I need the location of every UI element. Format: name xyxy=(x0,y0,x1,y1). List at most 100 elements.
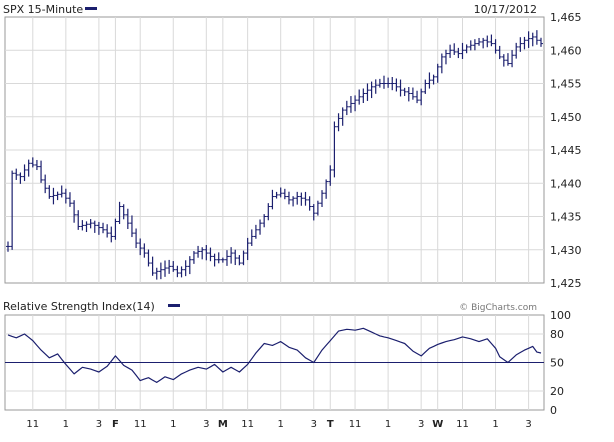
rsi-y-tick-label: 0 xyxy=(550,404,557,417)
price-bar xyxy=(460,42,465,59)
price-y-tick-label: 1,440 xyxy=(550,177,582,190)
price-bar xyxy=(196,245,201,258)
price-y-axis: 1,425 1,430 1,435 1,440 1,445 1,450 1,455 1,460… xyxy=(550,11,582,290)
x-axis-hour-label: 11 xyxy=(26,419,39,430)
price-bar xyxy=(6,241,10,252)
price-bar xyxy=(505,53,510,66)
price-bar xyxy=(381,75,386,89)
price-bar xyxy=(336,113,341,132)
price-bar xyxy=(315,200,320,216)
x-axis-hour-label: 1 xyxy=(385,419,391,430)
price-bar xyxy=(295,191,300,205)
chart-date: 10/17/2012 xyxy=(474,3,537,16)
price-bar xyxy=(10,170,15,250)
price-bar xyxy=(489,34,494,47)
price-bar xyxy=(452,43,457,55)
price-bar xyxy=(357,89,362,105)
price-bar xyxy=(456,47,461,59)
x-axis-day-label: T xyxy=(327,419,334,430)
price-bar xyxy=(303,191,308,206)
price-bar xyxy=(353,95,358,112)
price-bar xyxy=(402,87,407,97)
x-axis-hour-label: 11 xyxy=(134,419,147,430)
price-bar xyxy=(423,79,428,94)
x-axis-hour-label: 3 xyxy=(418,419,424,430)
price-bar xyxy=(518,37,523,52)
price-y-tick-label: 1,430 xyxy=(550,244,582,257)
price-bar xyxy=(419,88,424,106)
price-bar xyxy=(435,63,440,83)
price-bar xyxy=(311,204,316,221)
price-bar xyxy=(59,185,64,198)
price-bar xyxy=(534,30,539,45)
price-bar xyxy=(55,191,60,201)
price-bar xyxy=(373,79,378,94)
x-axis-day-label: W xyxy=(432,419,443,430)
price-bar xyxy=(497,45,502,60)
x-axis-hour-label: 1 xyxy=(278,419,284,430)
price-bar xyxy=(522,36,527,50)
price-bar xyxy=(406,87,411,102)
price-bar xyxy=(18,172,23,184)
price-bar xyxy=(493,39,498,54)
price-bar xyxy=(229,247,234,264)
price-panel: 1,425 1,430 1,435 1,440 1,445 1,450 1,455 1,460… xyxy=(3,3,582,290)
price-bar xyxy=(481,37,486,49)
price-bar xyxy=(233,249,238,266)
price-bar xyxy=(113,218,118,240)
price-bar xyxy=(92,220,97,233)
price-bar xyxy=(171,261,176,272)
price-bar xyxy=(468,40,473,51)
price-bar xyxy=(241,250,246,266)
price-bar xyxy=(340,107,345,126)
price-bar xyxy=(307,196,312,211)
price-bar xyxy=(530,32,535,47)
price-bar xyxy=(129,215,134,238)
price-bar xyxy=(328,165,333,186)
price-bar xyxy=(249,229,254,246)
rsi-panel: 0 20 50 80 100 Relative Strength Index(14) ©… xyxy=(3,300,571,417)
price-bar xyxy=(332,121,337,178)
price-bar xyxy=(167,259,172,274)
price-bar xyxy=(539,37,543,47)
price-bar xyxy=(101,222,106,234)
price-bar xyxy=(142,243,147,258)
rsi-y-tick-label: 50 xyxy=(550,357,564,370)
price-bar xyxy=(514,42,519,59)
price-bar xyxy=(282,188,287,200)
price-bar xyxy=(299,192,304,206)
price-bar xyxy=(448,44,453,58)
price-bar xyxy=(22,164,27,182)
price-bar xyxy=(117,201,122,225)
price-bar xyxy=(146,249,151,267)
price-bar xyxy=(158,262,163,280)
price-bar xyxy=(212,253,217,267)
price-bar xyxy=(398,79,403,97)
price-bar xyxy=(34,159,39,171)
price-bar xyxy=(464,44,469,54)
x-axis-hour-label: 3 xyxy=(203,419,209,430)
price-bar xyxy=(361,88,366,104)
rsi-title-text: Relative Strength Index xyxy=(3,300,133,313)
x-axis-hour-label: 11 xyxy=(349,419,362,430)
x-axis-hour-label: 11 xyxy=(456,419,469,430)
price-bar xyxy=(501,54,506,67)
price-bar xyxy=(526,31,531,48)
price-bar xyxy=(51,187,56,205)
price-bar xyxy=(175,265,180,278)
price-bar xyxy=(348,96,353,113)
price-bar xyxy=(150,256,155,276)
price-bar xyxy=(216,252,221,264)
price-bar xyxy=(510,50,515,68)
time-axis: 11 1 3 F 11 1 3 M 11 1 3 T 11 1 3 W 11 1 3 xyxy=(26,419,531,430)
price-bar xyxy=(84,221,89,232)
price-bars xyxy=(6,30,543,280)
price-y-tick-label: 1,445 xyxy=(550,144,582,157)
x-axis-hour-label: 3 xyxy=(311,419,317,430)
price-y-tick-label: 1,425 xyxy=(550,277,582,290)
x-axis-hour-label: 1 xyxy=(492,419,498,430)
price-bar xyxy=(266,203,271,221)
price-bar xyxy=(477,37,482,46)
